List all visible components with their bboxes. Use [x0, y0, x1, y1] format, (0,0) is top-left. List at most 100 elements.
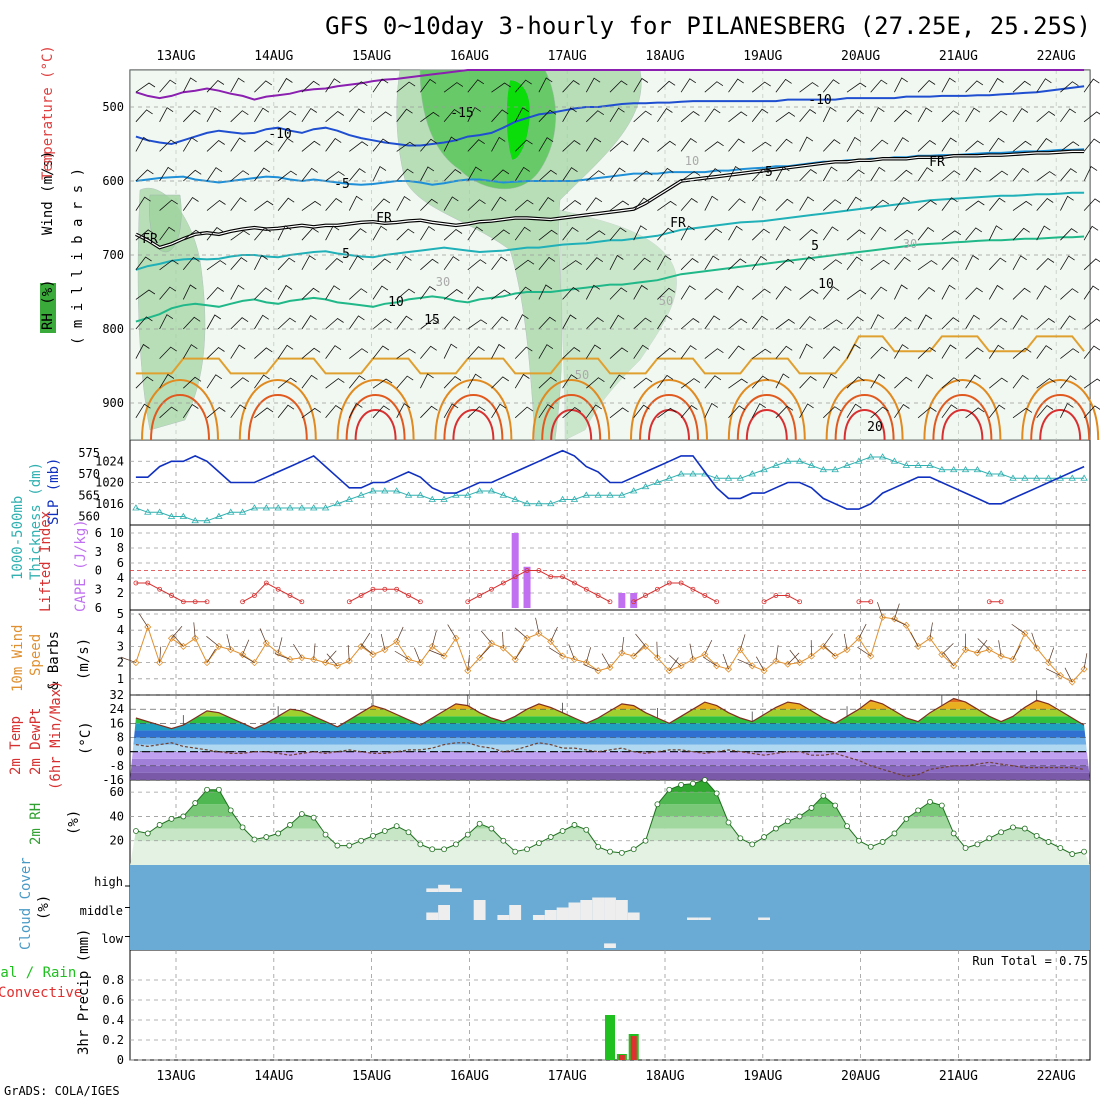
temp-band [130, 738, 1090, 745]
cape-y-tick: 6 [117, 556, 124, 570]
rh-point [406, 830, 411, 835]
wind-barb-10m [703, 657, 716, 666]
precip-conv-bar [631, 1036, 637, 1060]
wind-barb-10m [243, 640, 249, 655]
precip-label-3: 3hr Precip (mm) [76, 929, 92, 1055]
wind-barb-10m [448, 625, 456, 639]
cape-label: CAPE (J/kg) [73, 519, 89, 612]
thickness-point [228, 509, 234, 514]
thickness-point [963, 467, 969, 472]
wind-barb-10m [381, 634, 385, 650]
wind-barb-10m [859, 624, 866, 638]
wind-barb-10m [705, 640, 712, 654]
wind-barb-10m [429, 650, 444, 656]
temp-band [130, 716, 1090, 723]
wind-barb-10m [942, 643, 954, 654]
cloud-bar-middle [509, 905, 521, 920]
wind10-label-1: 10m Wind [10, 625, 26, 692]
li-y-tick: 3 [95, 582, 102, 596]
rh-point [726, 820, 731, 825]
wind-barb-10m [395, 651, 409, 659]
thickness-point [1069, 475, 1075, 480]
upper-temp-label: Temperature (°C) [40, 45, 56, 180]
rh2m-unit: (%) [66, 810, 82, 835]
precip-total-bar [605, 1015, 615, 1060]
cloud-bar-middle [616, 900, 628, 920]
bottom-date-label: 22AUG [1037, 1069, 1076, 1084]
rh-point [489, 826, 494, 831]
rh-point [323, 832, 328, 837]
cape-y-tick: 10 [110, 526, 124, 540]
thickness-point [1046, 475, 1052, 480]
wind-barb-10m [278, 637, 282, 653]
contour-label: FR [142, 232, 158, 247]
rh-point [525, 847, 530, 852]
rh-point [880, 839, 885, 844]
cloud-bar-middle [438, 905, 450, 920]
thickness-point [974, 467, 980, 472]
wind-barb-10m [1013, 645, 1021, 659]
wind-barb-10m [551, 627, 558, 642]
cloud-low-label: low [101, 932, 123, 946]
top-date-label: 18AUG [645, 49, 684, 64]
rh-point [548, 835, 553, 840]
rh-point [845, 824, 850, 829]
rh-point [216, 787, 221, 792]
precip-label-1: tal / Rain [0, 965, 76, 981]
rh-point [999, 830, 1004, 835]
precip-conv-bar [619, 1055, 625, 1060]
contour-label: -10 [808, 93, 831, 108]
rh-point [1082, 849, 1087, 854]
bottom-date-label: 13AUG [156, 1069, 195, 1084]
cloud-bar-middle [533, 915, 545, 920]
rh-point [145, 831, 150, 836]
cloud-bar-middle [426, 913, 438, 921]
wind-barb-10m [481, 631, 491, 643]
rh-point [1010, 825, 1015, 830]
rh-point [856, 838, 861, 843]
wind-barb-10m [586, 647, 590, 662]
contour-label: 5 [342, 247, 350, 262]
cape-bar [524, 567, 531, 608]
chart-title: GFS 0~10day 3-hourly for PILANESBERG (27… [325, 12, 1091, 40]
temp-band [130, 745, 1090, 752]
rh-point [382, 829, 387, 834]
wind-barb-10m [944, 653, 954, 666]
temp-label-3: (6hr Min/Max) [48, 680, 64, 790]
thickness-point [797, 458, 803, 463]
rh-point [536, 841, 541, 846]
run-total: Run Total = 0.75 [972, 954, 1088, 968]
bottom-date-label: 15AUG [352, 1069, 391, 1084]
wind-barb-10m [549, 648, 563, 656]
contour-label: 50 [575, 368, 589, 382]
bottom-date-label: 14AUG [254, 1069, 293, 1084]
rh-point [750, 842, 755, 847]
wind-barb-10m [978, 639, 990, 650]
cloud-bar-high [450, 888, 462, 892]
thickness-point [951, 467, 957, 472]
wind-barb-10m [892, 619, 907, 626]
thickness-point [157, 509, 163, 514]
precip-panel: 00.20.40.60.8 [102, 973, 1090, 1067]
rh-point [513, 849, 518, 854]
wind-barb-10m [207, 649, 215, 663]
wind-barb-10m [669, 655, 681, 666]
rh-point [928, 799, 933, 804]
left-labels: Wind (m/s) Temperature (°C) RH (%) ( m i… [0, 45, 124, 1055]
cloud-bar-middle [592, 898, 604, 921]
bottom-date-label: 18AUG [645, 1069, 684, 1084]
wind-barb-10m [999, 640, 1002, 656]
wind-barb-10m [171, 626, 181, 638]
wind-y-tick: 1 [117, 672, 124, 686]
wind-barb-10m [227, 634, 231, 650]
li-y-tick: 3 [95, 545, 102, 559]
temp-unit: (°C) [78, 721, 94, 755]
rh-point [987, 836, 992, 841]
wind-barb-10m [1046, 669, 1060, 676]
wind-barb-10m [635, 634, 645, 646]
